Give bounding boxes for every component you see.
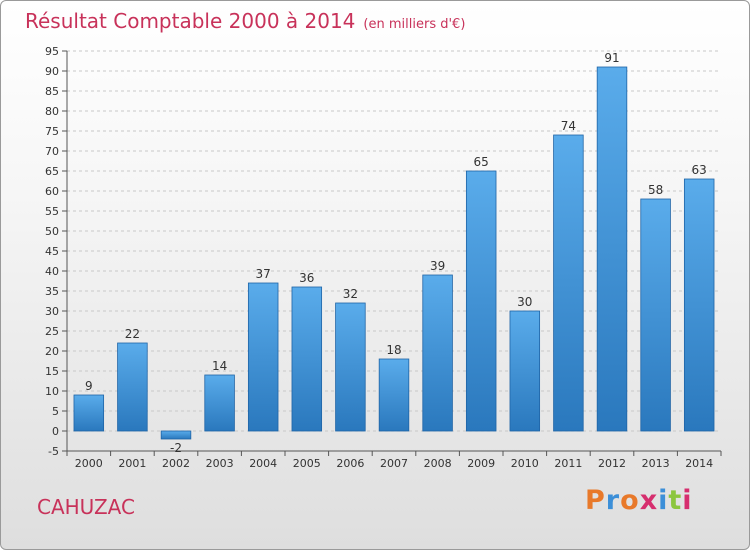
- bar-2009: [465, 170, 497, 432]
- logo-letter: t: [668, 485, 683, 516]
- x-tick-label-2008: 2008: [424, 457, 452, 470]
- data-label-2013: 58: [648, 183, 663, 197]
- x-tick-label-2011: 2011: [554, 457, 582, 470]
- x-tick-label-2000: 2000: [75, 457, 103, 470]
- data-label-2012: 91: [604, 51, 619, 65]
- data-label-2004: 37: [256, 267, 271, 281]
- bar-2003: [204, 374, 235, 432]
- x-tick-label-2005: 2005: [293, 457, 321, 470]
- bar-2005: [291, 286, 323, 432]
- y-tick-label: 45: [45, 245, 59, 258]
- bars: [73, 66, 715, 440]
- bar-2007: [378, 358, 410, 432]
- logo-letter: r: [605, 485, 621, 516]
- x-tick-label-2010: 2010: [511, 457, 539, 470]
- y-tick-label: 75: [45, 125, 59, 138]
- x-tick-label-2014: 2014: [685, 457, 713, 470]
- bar-2002: [160, 430, 192, 440]
- bar-2001: [117, 342, 148, 432]
- y-tick-label: 65: [45, 165, 59, 178]
- x-tick-label-2003: 2003: [206, 457, 234, 470]
- y-tick-label: 30: [45, 305, 59, 318]
- data-label-2003: 14: [212, 359, 227, 373]
- data-label-2005: 36: [299, 271, 314, 285]
- logo-letter: P: [585, 485, 606, 516]
- y-tick-label: 55: [45, 205, 59, 218]
- y-tick-label: -5: [48, 445, 59, 458]
- x-tick-label-2012: 2012: [598, 457, 626, 470]
- data-label-2010: 30: [517, 295, 532, 309]
- y-tick-label: 50: [45, 225, 59, 238]
- x-tick-label-2013: 2013: [642, 457, 670, 470]
- data-label-2007: 18: [386, 343, 401, 357]
- y-tick-label: 60: [45, 185, 59, 198]
- bar-2004: [247, 282, 279, 432]
- data-label-2000: 9: [85, 379, 93, 393]
- y-tick-label: 0: [52, 425, 59, 438]
- town-name: CAHUZAC: [37, 495, 135, 519]
- x-tick-label-2006: 2006: [336, 457, 364, 470]
- data-label-2008: 39: [430, 259, 445, 273]
- y-tick-label: 10: [45, 385, 59, 398]
- chart-title: Résultat Comptable 2000 à 2014 (en millie…: [25, 9, 465, 33]
- data-label-2014: 63: [692, 163, 707, 177]
- x-tick-label-2002: 2002: [162, 457, 190, 470]
- bar-2011: [553, 134, 584, 432]
- logo-letter: x: [639, 485, 659, 516]
- y-tick-label: 40: [45, 265, 59, 278]
- y-tick-label: 85: [45, 85, 59, 98]
- chart-subtitle: (en milliers d'€): [363, 17, 466, 32]
- y-tick-label: 35: [45, 285, 59, 298]
- bar-2013: [640, 198, 671, 432]
- data-label-2001: 22: [125, 327, 140, 341]
- x-tick-label-2004: 2004: [249, 457, 277, 470]
- logo-letter: i: [658, 485, 669, 516]
- data-label-2002: -2: [170, 441, 182, 455]
- y-tick-label: 20: [45, 345, 59, 358]
- y-tick-label: 5: [52, 405, 59, 418]
- y-tick-label: 70: [45, 145, 59, 158]
- y-tick-label: 80: [45, 105, 59, 118]
- data-labels: 9 22 -2 14 37 36 32 18 39 65 30 74 91 58 63: [85, 51, 707, 455]
- x-tick-label-2001: 2001: [118, 457, 146, 470]
- x-tick-label-2009: 2009: [467, 457, 495, 470]
- y-tick-label: 15: [45, 365, 59, 378]
- data-label-2006: 32: [343, 287, 358, 301]
- bar-2010: [509, 310, 541, 432]
- y-tick-label: 90: [45, 65, 59, 78]
- data-label-2009: 65: [474, 155, 489, 169]
- bar-2000: [73, 394, 105, 432]
- bar-2012: [596, 66, 628, 432]
- bar-2008: [422, 274, 453, 432]
- y-tick-label: 25: [45, 325, 59, 338]
- data-label-2011: 74: [561, 119, 576, 133]
- x-tick-label-2007: 2007: [380, 457, 408, 470]
- y-tick-label: 95: [45, 45, 59, 58]
- chart-title-text: Résultat Comptable 2000 à 2014: [25, 9, 356, 33]
- axes: -505101520253035404550556065707580859095…: [45, 45, 722, 470]
- logo-letter: i: [682, 485, 693, 516]
- bar-2014: [683, 178, 715, 432]
- logo-letter: o: [620, 485, 640, 516]
- proxiti-logo[interactable]: Proxiti: [585, 485, 693, 516]
- bar-2006: [335, 302, 366, 432]
